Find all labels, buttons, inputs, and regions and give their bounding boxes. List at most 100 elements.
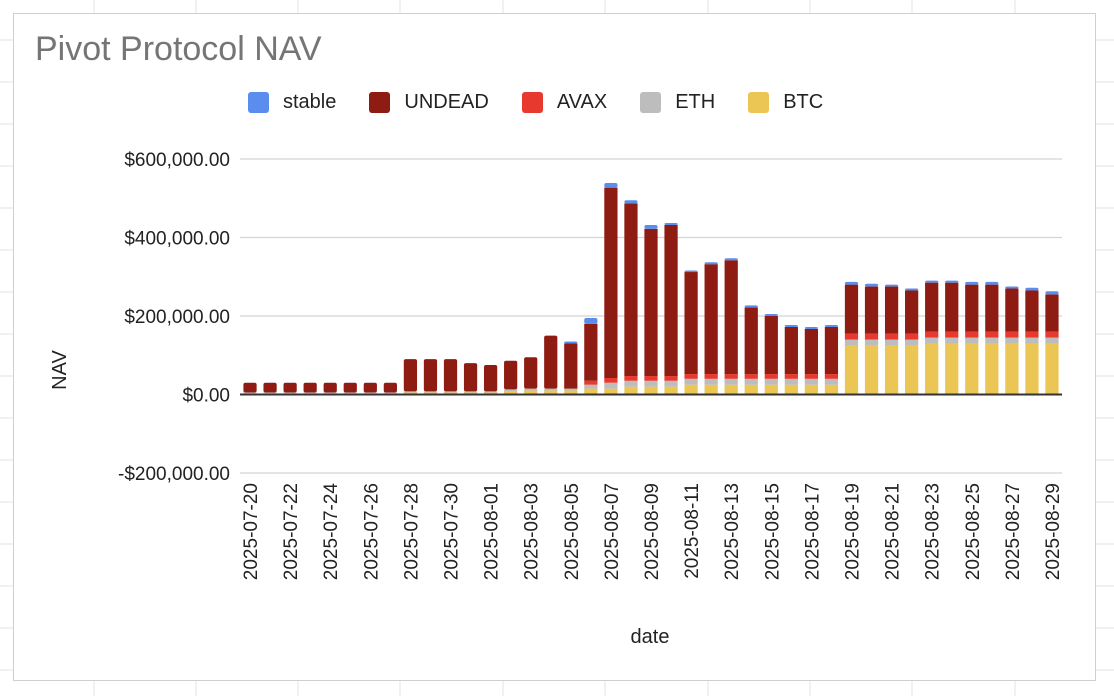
bar-segment-stable-2025-08-14[interactable] [744,305,758,308]
bar-segment-eth-2025-08-10[interactable] [664,380,678,387]
bar-segment-btc-2025-08-17[interactable] [804,384,818,395]
bar-segment-undead-2025-08-05[interactable] [564,343,578,389]
bar-segment-btc-2025-08-09[interactable] [644,386,658,395]
bar-segment-undead-2025-08-07[interactable] [604,187,618,379]
bar-segment-btc-2025-08-07[interactable] [604,388,618,395]
bar-segment-avax-2025-08-27[interactable] [1005,331,1019,338]
bar-segment-eth-2025-08-12[interactable] [704,378,718,385]
bar-segment-eth-2025-08-08[interactable] [624,380,638,387]
bar-segment-avax-2025-08-11[interactable] [684,374,698,379]
bar-segment-eth-2025-07-30[interactable] [443,391,458,393]
bar-segment-undead-2025-08-25[interactable] [965,284,979,332]
bar-segment-btc-2025-08-19[interactable] [844,345,859,395]
bar-segment-stable-2025-08-16[interactable] [784,325,798,327]
bar-segment-btc-2025-08-26[interactable] [985,343,999,395]
bar-segment-stable-2025-08-23[interactable] [925,280,939,283]
bar-segment-btc-2025-08-25[interactable] [965,343,979,395]
bar-segment-undead-2025-08-06[interactable] [584,323,598,381]
bar-segment-eth-2025-08-09[interactable] [644,380,658,387]
bar-segment-eth-2025-08-05[interactable] [564,388,578,391]
bar-segment-stable-2025-08-20[interactable] [864,283,879,287]
bar-segment-undead-2025-07-22[interactable] [283,382,297,393]
legend-item-stable[interactable]: stable [248,91,336,114]
bar-segment-stable-2025-08-08[interactable] [624,200,638,204]
bar-segment-eth-2025-07-29[interactable] [423,391,438,393]
bar-segment-avax-2025-08-21[interactable] [884,333,899,340]
bar-segment-stable-2025-08-13[interactable] [724,258,738,261]
legend-item-eth[interactable]: ETH [640,91,715,114]
bar-segment-stable-2025-08-12[interactable] [704,262,718,265]
bar-segment-btc-2025-08-14[interactable] [744,384,758,395]
bar-segment-undead-2025-08-17[interactable] [804,328,818,375]
bar-segment-btc-2025-08-23[interactable] [925,343,939,395]
bar-segment-eth-2025-08-07[interactable] [604,382,618,389]
bar-segment-btc-2025-08-21[interactable] [884,345,899,395]
bar-segment-undead-2025-08-12[interactable] [704,264,718,375]
bar-segment-stable-2025-08-07[interactable] [604,182,618,188]
bar-segment-eth-2025-08-18[interactable] [824,378,839,385]
bar-segment-stable-2025-08-06[interactable] [584,317,598,324]
bar-segment-undead-2025-08-24[interactable] [945,282,959,332]
bar-segment-avax-2025-08-06[interactable] [584,380,598,385]
bar-segment-eth-2025-07-25[interactable] [343,392,357,394]
bar-segment-stable-2025-08-19[interactable] [844,281,859,285]
bar-segment-undead-2025-08-18[interactable] [824,326,839,375]
bar-segment-undead-2025-08-14[interactable] [744,307,758,375]
bar-segment-btc-2025-08-06[interactable] [584,388,598,395]
bar-segment-avax-2025-08-08[interactable] [624,376,638,381]
legend-item-btc[interactable]: BTC [748,91,823,114]
bar-segment-stable-2025-08-11[interactable] [684,270,698,273]
bar-segment-undead-2025-08-21[interactable] [884,286,899,334]
bar-segment-btc-2025-08-28[interactable] [1025,343,1039,395]
bar-segment-eth-2025-08-21[interactable] [884,339,899,346]
bar-segment-stable-2025-08-22[interactable] [905,288,919,291]
bar-segment-eth-2025-07-22[interactable] [283,392,297,394]
bar-segment-undead-2025-07-28[interactable] [403,359,418,392]
bar-segment-undead-2025-08-04[interactable] [544,335,558,389]
bar-segment-eth-2025-08-04[interactable] [544,388,558,391]
bar-segment-eth-2025-08-03[interactable] [524,388,538,391]
bar-segment-eth-2025-08-17[interactable] [804,378,818,385]
bar-segment-btc-2025-08-12[interactable] [704,384,718,395]
bar-segment-undead-2025-08-09[interactable] [644,228,658,377]
bar-segment-eth-2025-07-20[interactable] [243,392,257,394]
bar-segment-btc-2025-08-13[interactable] [724,384,738,395]
bar-segment-btc-2025-08-05[interactable] [564,390,578,395]
bar-segment-eth-2025-08-22[interactable] [905,339,919,346]
bar-segment-eth-2025-07-31[interactable] [463,391,478,393]
bar-segment-eth-2025-08-25[interactable] [965,337,979,344]
bar-segment-undead-2025-08-01[interactable] [483,365,498,392]
bar-segment-undead-2025-08-22[interactable] [905,290,919,334]
bar-segment-avax-2025-08-10[interactable] [664,376,678,381]
bar-segment-avax-2025-08-24[interactable] [945,331,959,338]
bar-segment-undead-2025-07-20[interactable] [243,382,257,393]
bar-segment-eth-2025-08-02[interactable] [504,389,518,392]
bar-segment-undead-2025-08-28[interactable] [1025,290,1039,332]
bar-segment-eth-2025-07-23[interactable] [303,392,317,394]
bar-segment-btc-2025-08-03[interactable] [524,390,538,395]
bar-segment-avax-2025-08-12[interactable] [704,374,718,379]
bar-segment-eth-2025-08-01[interactable] [483,391,498,393]
bar-segment-stable-2025-08-26[interactable] [985,281,999,285]
bar-segment-avax-2025-08-07[interactable] [604,378,618,383]
bar-segment-undead-2025-08-15[interactable] [764,316,778,375]
bar-segment-btc-2025-08-04[interactable] [544,390,558,395]
bar-segment-eth-2025-08-27[interactable] [1005,337,1019,344]
bar-segment-btc-2025-08-02[interactable] [504,391,518,395]
bar-segment-avax-2025-08-20[interactable] [864,333,879,340]
bar-segment-eth-2025-08-26[interactable] [985,337,999,344]
bar-segment-btc-2025-08-20[interactable] [864,345,879,395]
bar-segment-undead-2025-07-23[interactable] [303,382,317,393]
bar-segment-stable-2025-08-17[interactable] [804,326,818,329]
bar-segment-stable-2025-08-10[interactable] [664,222,678,225]
bar-segment-eth-2025-07-27[interactable] [383,392,397,394]
bar-segment-avax-2025-08-19[interactable] [844,333,859,340]
bar-segment-stable-2025-08-21[interactable] [884,284,899,287]
bar-segment-eth-2025-08-23[interactable] [925,337,939,344]
bar-segment-avax-2025-08-09[interactable] [644,376,658,381]
bar-segment-avax-2025-08-14[interactable] [744,374,758,379]
bar-segment-btc-2025-08-24[interactable] [945,343,959,395]
bar-segment-eth-2025-08-24[interactable] [945,337,959,344]
bar-segment-undead-2025-07-30[interactable] [443,359,458,392]
bar-segment-undead-2025-08-26[interactable] [985,284,999,332]
